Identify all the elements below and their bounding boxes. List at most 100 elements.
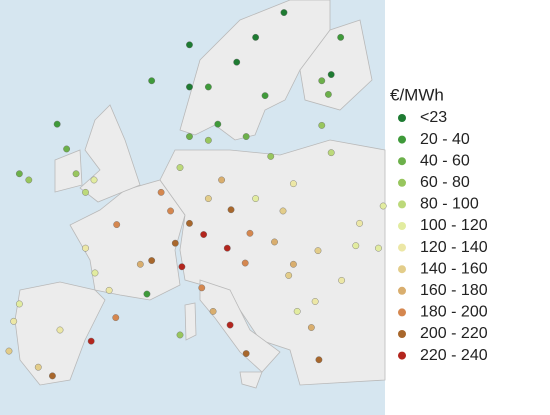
price-point [53, 120, 61, 128]
price-point [280, 9, 288, 16]
price-point [379, 202, 387, 210]
legend-marker [398, 286, 406, 295]
price-point [241, 259, 249, 267]
legend-label: 160 - 180 [420, 282, 488, 299]
price-point [218, 176, 225, 184]
legend-marker [398, 178, 406, 187]
legend-label: 200 - 220 [420, 325, 488, 342]
legend-marker [398, 135, 406, 144]
price-point [204, 136, 212, 144]
price-point [113, 221, 121, 229]
price-point [72, 170, 80, 178]
price-point [352, 242, 360, 250]
ireland [54, 149, 83, 193]
price-point [5, 347, 13, 355]
price-point [198, 284, 206, 292]
price-point [214, 120, 222, 128]
price-point [307, 324, 315, 331]
legend-label: 220 - 240 [420, 347, 488, 364]
price-point [227, 206, 235, 214]
price-point [311, 298, 319, 305]
price-point [82, 188, 89, 196]
legend-label: 120 - 140 [420, 239, 488, 256]
price-point [290, 180, 297, 188]
price-point [176, 164, 184, 171]
price-point [293, 307, 301, 315]
price-point [157, 188, 165, 196]
price-point [56, 326, 64, 334]
price-point [279, 207, 287, 215]
price-point [171, 239, 179, 247]
price-point [324, 91, 332, 98]
price-point [314, 247, 322, 255]
price-point [356, 219, 363, 227]
price-point [178, 263, 186, 271]
price-point [63, 145, 71, 153]
price-point [87, 337, 95, 345]
sicily [239, 371, 263, 389]
legend-marker [398, 200, 406, 209]
price-point [327, 149, 335, 157]
price-point [261, 92, 269, 100]
price-point [148, 77, 156, 85]
price-point [338, 276, 346, 284]
price-point [271, 238, 278, 246]
price-point [252, 195, 260, 202]
price-point [15, 170, 23, 178]
legend-marker [398, 114, 406, 122]
price-point [337, 33, 345, 41]
price-point [327, 71, 335, 78]
price-point [223, 244, 231, 252]
legend-label: <23 [420, 109, 447, 126]
price-point [226, 321, 234, 329]
price-point [186, 41, 193, 49]
price-point [186, 83, 193, 91]
legend-title: €/MWh [390, 85, 444, 104]
legend-label: 100 - 120 [420, 217, 488, 234]
price-point [90, 176, 98, 184]
legend-label: 40 - 60 [420, 152, 470, 169]
sardinia [184, 302, 197, 341]
price-point [204, 195, 212, 202]
price-point [148, 257, 156, 264]
legend-label: 20 - 40 [420, 131, 470, 148]
price-point [242, 133, 250, 140]
legend-marker [398, 243, 406, 252]
legend-label: 60 - 80 [420, 174, 470, 191]
price-point [186, 219, 193, 227]
price-point [167, 207, 174, 215]
price-point [233, 58, 241, 66]
price-point [242, 350, 250, 357]
legend-label: 80 - 100 [420, 196, 479, 213]
legend: €/MWh <23 20 - 40 40 - 60 60 - 80 80 - 100 10… [390, 85, 488, 363]
legend-marker [398, 308, 406, 317]
price-point [10, 317, 18, 325]
price-point [267, 152, 275, 160]
finland [299, 19, 373, 111]
price-points [5, 9, 387, 380]
price-point [209, 307, 217, 315]
price-point [143, 290, 151, 298]
price-point [318, 77, 326, 85]
price-point [186, 133, 193, 140]
price-point [105, 286, 113, 294]
price-point [246, 229, 254, 237]
price-point [15, 300, 23, 308]
price-point [112, 314, 120, 321]
price-point [176, 331, 184, 339]
legend-marker [398, 351, 406, 360]
price-point [91, 269, 99, 277]
legend-label: 140 - 160 [420, 260, 488, 277]
legend-marker [398, 222, 406, 230]
price-point [136, 260, 144, 268]
legend-marker [398, 330, 406, 338]
price-point [285, 272, 293, 279]
price-point [375, 244, 382, 252]
price-point [290, 260, 297, 268]
legend-marker [398, 157, 406, 166]
price-point [34, 363, 42, 371]
legend-marker [398, 265, 406, 274]
price-point [82, 244, 89, 252]
legend-label: 180 - 200 [420, 304, 488, 321]
